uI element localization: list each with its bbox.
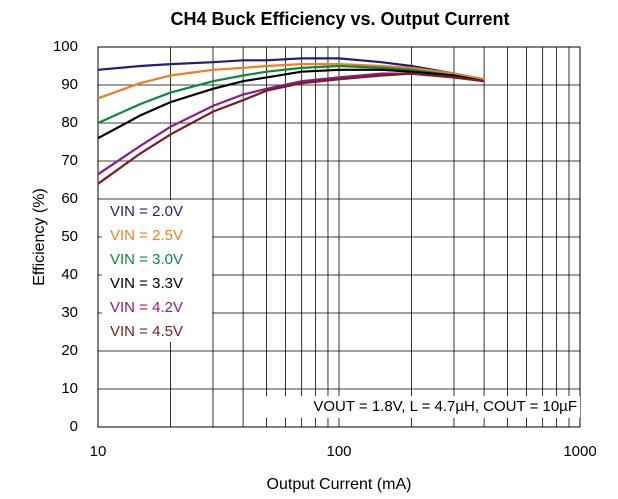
annotation: VOUT = 1.8V, L = 4.7µH, COUT = 10µF <box>313 398 577 415</box>
x-axis-label: Output Current (mA) <box>267 476 412 493</box>
x-tick-label: 100 <box>326 443 351 460</box>
legend-entry: VIN = 3.3V <box>110 275 183 292</box>
series-line <box>97 57 485 81</box>
y-tick-label: 60 <box>61 190 78 207</box>
series-line <box>97 72 485 185</box>
y-tick-label: 20 <box>61 342 78 359</box>
legend-entry: VIN = 2.5V <box>110 227 183 244</box>
series-line <box>97 62 485 100</box>
annotation-bg <box>250 396 580 418</box>
y-axis-label: Efficiency (%) <box>31 188 48 286</box>
legend-entry: VIN = 2.0V <box>110 203 183 220</box>
y-tick-label: 50 <box>61 228 78 245</box>
x-tick-label: 1000 <box>563 443 596 460</box>
y-tick-label: 70 <box>61 152 78 169</box>
y-tick-label: 100 <box>53 38 78 55</box>
y-tick-label: 30 <box>61 304 78 321</box>
x-tick-label: 10 <box>90 443 107 460</box>
y-tick-label: 80 <box>61 114 78 131</box>
y-tick-label: 0 <box>70 418 78 435</box>
chart-title: CH4 Buck Efficiency vs. Output Current <box>170 9 509 29</box>
y-tick-label: 10 <box>61 380 78 397</box>
legend-box <box>102 200 212 342</box>
series-line <box>97 64 485 125</box>
legend-entry: VIN = 3.0V <box>110 251 183 268</box>
y-tick-label: 40 <box>61 266 78 283</box>
legend-entry: VIN = 4.5V <box>110 323 183 340</box>
series-line <box>97 68 485 140</box>
y-tick-label: 90 <box>61 76 78 93</box>
legend-entry: VIN = 4.2V <box>110 299 183 316</box>
